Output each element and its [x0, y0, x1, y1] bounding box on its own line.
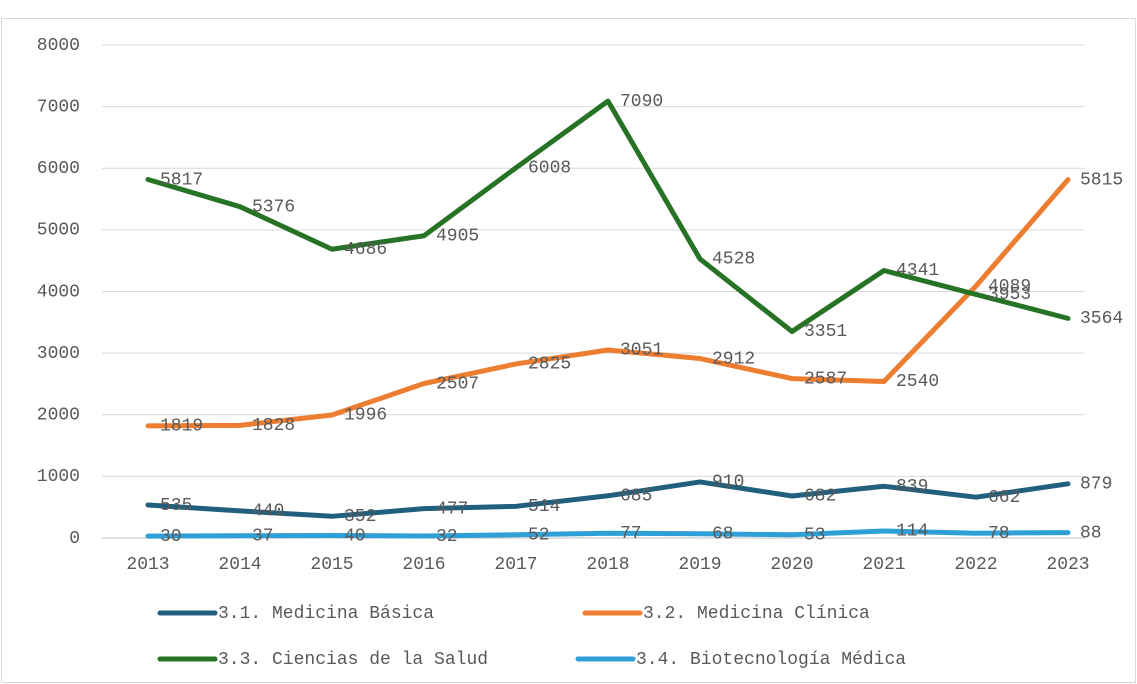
- data-label: 68: [712, 525, 734, 545]
- legend-label: 3.3. Ciencias de la Salud: [218, 650, 488, 670]
- data-label: 7090: [620, 92, 663, 112]
- data-label: 4341: [896, 261, 939, 281]
- data-label: 30: [160, 527, 182, 547]
- x-tick-label: 2020: [770, 555, 813, 575]
- data-label: 1819: [160, 417, 203, 437]
- data-label: 37: [252, 526, 274, 546]
- y-tick-label: 0: [69, 529, 80, 549]
- data-label: 1828: [252, 416, 295, 436]
- data-label: 32: [436, 527, 458, 547]
- data-label: 910: [712, 473, 744, 493]
- data-label: 2825: [528, 355, 571, 375]
- data-label: 88: [1080, 523, 1102, 543]
- data-label: 879: [1080, 475, 1112, 495]
- data-label: 3953: [988, 285, 1031, 305]
- x-tick-label: 2021: [862, 555, 905, 575]
- data-label: 52: [528, 526, 550, 546]
- data-label: 3564: [1080, 309, 1123, 329]
- data-label: 40: [344, 526, 366, 546]
- y-tick-label: 7000: [37, 97, 80, 117]
- x-tick-label: 2015: [310, 555, 353, 575]
- data-label: 4528: [712, 250, 755, 270]
- data-label: 4089: [988, 277, 1031, 297]
- series-line: [145, 479, 1071, 519]
- data-label: 440: [252, 502, 284, 522]
- data-label: 5817: [160, 170, 203, 190]
- x-tick-label: 2017: [494, 555, 537, 575]
- series-line: [145, 177, 1071, 429]
- data-label: 3051: [620, 341, 663, 361]
- data-label: 4905: [436, 226, 479, 246]
- legend-label: 3.2. Medicina Clínica: [643, 604, 870, 624]
- data-label: 682: [804, 487, 836, 507]
- data-label: 2540: [896, 372, 939, 392]
- y-tick-label: 1000: [37, 467, 80, 487]
- data-label: 2912: [712, 349, 755, 369]
- x-tick-label: 2013: [126, 555, 169, 575]
- data-label: 685: [620, 487, 652, 507]
- data-label: 2587: [804, 369, 847, 389]
- data-label: 6008: [528, 159, 571, 179]
- data-label: 2507: [436, 374, 479, 394]
- x-tick-label: 2014: [218, 555, 261, 575]
- x-tick-label: 2016: [402, 555, 445, 575]
- x-tick-label: 2022: [954, 555, 997, 575]
- data-label: 5376: [252, 197, 295, 217]
- data-label: 5815: [1080, 170, 1123, 190]
- legend-label: 3.4. Biotecnología Médica: [636, 650, 906, 670]
- data-label: 114: [896, 522, 928, 542]
- series-line: [145, 528, 1071, 539]
- data-label: 4686: [344, 240, 387, 260]
- x-tick-label: 2018: [586, 555, 629, 575]
- data-label: 839: [896, 477, 928, 497]
- data-label: 3351: [804, 322, 847, 342]
- data-label: 1996: [344, 406, 387, 426]
- data-label: 514: [528, 497, 560, 517]
- y-tick-label: 8000: [37, 36, 80, 56]
- y-tick-label: 2000: [37, 406, 80, 426]
- data-label: 77: [620, 524, 642, 544]
- y-tick-label: 4000: [37, 282, 80, 302]
- data-label: 662: [988, 488, 1020, 508]
- data-label: 352: [344, 507, 376, 527]
- y-tick-label: 5000: [37, 221, 80, 241]
- chart-border: [1, 18, 1136, 683]
- legend-label: 3.1. Medicina Básica: [218, 604, 434, 624]
- y-tick-label: 6000: [37, 159, 80, 179]
- data-label: 78: [988, 524, 1010, 544]
- series-line: [145, 98, 1071, 334]
- data-label: 535: [160, 496, 192, 516]
- x-tick-label: 2019: [678, 555, 721, 575]
- y-tick-label: 3000: [37, 344, 80, 364]
- data-label: 477: [436, 499, 468, 519]
- x-tick-label: 2023: [1046, 555, 1089, 575]
- data-label: 53: [804, 525, 826, 545]
